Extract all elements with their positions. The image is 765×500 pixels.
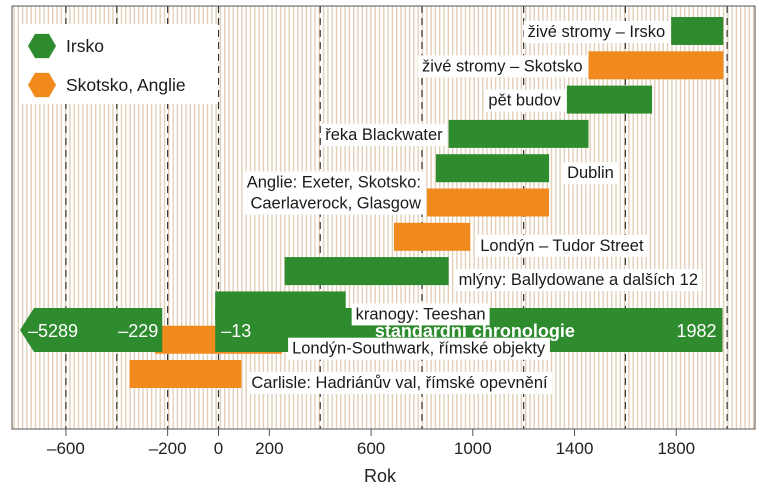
bar-label-2-line: pět budov	[488, 92, 561, 110]
bar-label-7: mlýny: Ballydowane a dalších 12	[459, 271, 698, 289]
bar-7	[284, 257, 449, 286]
x-axis-label: Rok	[364, 466, 397, 486]
bar-label-8-group: kranogy: Teeshan	[351, 303, 490, 326]
bar-label-8-bg	[351, 303, 490, 326]
bar-label-0: živé stromy – Irsko	[528, 23, 666, 41]
bar-label-0-line: živé stromy – Irsko	[528, 23, 666, 41]
bar-label-6-group: Londýn – Tudor Street	[476, 234, 648, 257]
chronology-start-label: –5289	[28, 321, 78, 341]
bar-3	[448, 119, 589, 148]
standard-chronology-early-bar	[20, 308, 163, 352]
bar-label-3-group: řeka Blackwater	[321, 123, 448, 146]
chronology-resume-label: –13	[221, 321, 251, 341]
bar-label-4: Dublin	[567, 164, 614, 182]
bar-label-2-group: pět budov	[484, 89, 566, 112]
bar-label-8: kranogy: Teeshan	[356, 305, 486, 323]
bar-10	[129, 360, 242, 388]
legend-label: Skotsko, Anglie	[66, 75, 186, 95]
x-tick-label: 1800	[657, 439, 695, 458]
plot-frame	[11, 5, 756, 430]
bar-label-7-bg	[454, 269, 703, 292]
x-tick-label: –200	[149, 439, 187, 458]
bar-labels-layer: živé stromy – Irsko živé stromy – Skotsko…	[28, 21, 717, 394]
bar-label-5-group: Anglie: Exeter, Skotsko: Caerlaverock, Gl…	[242, 171, 426, 215]
bar-label-10-line: Carlisle: Hadriánův val, římské opevnění	[251, 374, 548, 392]
chronology-break-label: –229	[118, 321, 158, 341]
bar-label-4-line: Dublin	[567, 164, 614, 182]
bar-label-9-group: Londýn-Southwark, římské objekty	[288, 337, 550, 360]
chronology-title: standardní chronologie	[375, 321, 575, 341]
x-axis: –600 –200 0 200 600 1000 1400 1800	[47, 429, 695, 458]
bar-label-0-group: živé stromy – Irsko	[523, 21, 670, 43]
bar-label-5-bg	[242, 171, 426, 215]
bar-label-7-group: mlýny: Ballydowane a dalších 12	[454, 269, 703, 292]
x-tick-label: 1400	[556, 439, 594, 458]
bar-5	[427, 188, 550, 217]
bar-label-6: Londýn – Tudor Street	[480, 237, 644, 255]
bar-label-5-line: Anglie: Exeter, Skotsko:	[247, 174, 421, 192]
bar-label-7-line: mlýny: Ballydowane a dalších 12	[459, 271, 698, 289]
bar-0	[671, 17, 724, 45]
x-tick-label: 1000	[454, 439, 492, 458]
bar-4	[435, 154, 550, 183]
chronology-end-label: 1982	[676, 321, 716, 341]
legend-label: Irsko	[66, 36, 104, 56]
bar-label-2-bg	[484, 89, 566, 112]
bar-label-1-group: živé stromy – Skotsko	[418, 55, 587, 78]
bar-label-1-line: živé stromy – Skotsko	[422, 57, 582, 75]
bar-label-9-line: Londýn-Southwark, římské objekty	[292, 340, 546, 358]
bar-label-6-line: Londýn – Tudor Street	[480, 237, 644, 255]
legend-hexagon-icon	[28, 33, 56, 59]
legend-box	[20, 24, 218, 104]
bar-label-2: pět budov	[488, 92, 561, 110]
legend: Irsko Skotsko, Anglie	[20, 24, 218, 104]
bar-label-1: živé stromy – Skotsko	[422, 57, 582, 75]
x-tick-label: –600	[47, 439, 85, 458]
x-tick-label: 600	[357, 439, 385, 458]
bar-label-3: řeka Blackwater	[325, 126, 443, 144]
bar-label-4-group: Dublin	[563, 162, 618, 185]
x-tick-label: 0	[214, 439, 223, 458]
legend-hexagon-icon	[28, 72, 56, 98]
bar-label-9: Londýn-Southwark, římské objekty	[292, 340, 546, 358]
bar-label-9-bg	[288, 337, 550, 360]
bar-label-5: Anglie: Exeter, Skotsko: Caerlaverock, Gl…	[247, 174, 421, 213]
bar-1	[588, 51, 724, 80]
bar-label-3-line: řeka Blackwater	[325, 126, 443, 144]
bar-label-1-bg	[418, 55, 587, 78]
bar-label-6-bg	[476, 234, 648, 257]
bar-label-4-bg	[563, 162, 618, 185]
bar-label-0-bg	[523, 21, 670, 43]
bar-label-3-bg	[321, 123, 448, 146]
bar-label-8-line: kranogy: Teeshan	[356, 305, 486, 323]
bar-label-10-group: Carlisle: Hadriánův val, římské opevnění	[247, 372, 553, 394]
bar-2	[566, 85, 653, 114]
bar-label-10-bg	[247, 372, 553, 394]
x-tick-label: 200	[255, 439, 283, 458]
bar-label-5-line: Caerlaverock, Glasgow	[250, 195, 421, 213]
bar-label-10: Carlisle: Hadriánův val, římské opevnění	[251, 374, 548, 392]
bar-6	[393, 222, 471, 251]
